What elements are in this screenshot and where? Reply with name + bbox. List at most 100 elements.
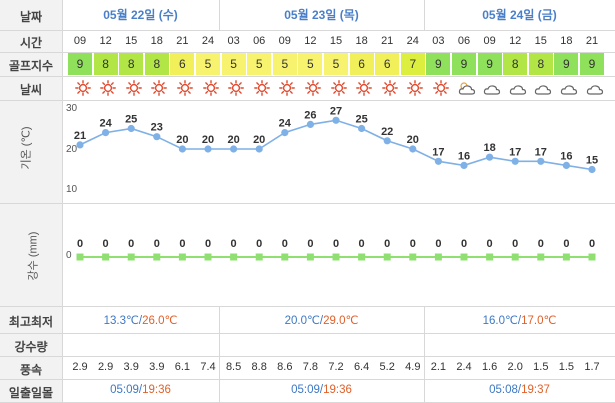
wind-speed-cell: 3.9 [123,361,139,373]
golf-index-cell: 8 [93,53,118,75]
hour-cell: 06 [253,35,266,47]
sunset-time: 19:36 [323,384,352,396]
temperature-point [178,145,186,153]
low-temp: 16.0℃ [482,315,518,327]
row-label-weather: 날씨 [19,83,43,97]
precipitation-point [562,253,570,261]
high-temp: 17.0℃ [521,315,557,327]
precipitation-point [178,253,186,261]
wind-speed-cell: 2.1 [430,361,447,373]
temperature-point [486,153,494,161]
temperature-point [204,145,212,153]
separator: / [138,315,143,327]
temperature-data-label: 20 [227,134,239,146]
golf-index-cell: 5 [196,53,220,75]
divider [219,306,220,403]
temperature-point [383,137,391,145]
hour-cell: 03 [432,35,445,47]
temperature-data-label: 22 [381,126,393,138]
sun-icon [172,78,197,98]
sun-times-day-1: 05:09/19:36 [62,384,219,396]
high-temp: 26.0℃ [142,315,178,327]
row-label-wind-speed: 풍속 [19,363,43,377]
temperature-data-label: 25 [355,114,367,126]
precipitation-point [255,253,263,261]
divider [0,379,615,380]
temperature-point [409,145,417,153]
low-temp: 20.0℃ [284,315,320,327]
cloudy-icon [582,78,607,98]
wind-speed-cell: 2.4 [456,361,472,373]
day-header: 05월 22일 (수) [103,8,178,22]
divider [219,0,220,31]
separator: / [319,384,324,396]
high-low-day-2: 20.0℃/29.0℃ [219,313,424,327]
temperature-data-label: 20 [253,134,265,146]
row-label-date: 날짜 [19,10,43,24]
precipitation-data-label: 0 [563,238,569,250]
wind-speed-cell: 2.0 [507,361,523,373]
wind-speed-cell: 7.8 [302,361,319,373]
wind-speed-cell: 1.7 [584,361,600,373]
divider [0,100,615,101]
precipitation-data-label: 0 [589,238,595,250]
hour-cell: 03 [227,35,240,47]
sun-icon [96,78,121,98]
temp-ytick: 20 [66,144,78,155]
temperature-point [588,165,596,174]
hour-cell: 09 [483,35,496,47]
sun-icon [147,78,172,98]
precipitation-point [486,253,494,261]
precipitation-data-label: 0 [461,238,467,250]
wind-speed-cell: 6.4 [353,361,370,373]
precipitation-point [281,253,289,261]
divider [0,356,615,357]
cloudy-icon [531,78,556,98]
wind-speed-cell: 2.9 [72,361,88,373]
golf-index-cell: 7 [400,53,425,75]
sun-times-day-2: 05:09/19:36 [219,384,424,396]
temperature-data-label: 17 [535,146,547,158]
precipitation-data-label: 0 [77,238,83,250]
temperature-data-label: 17 [432,146,444,158]
sun-icon [121,78,146,98]
golf-index-cell: 9 [426,53,451,75]
temperature-data-label: 20 [176,134,188,146]
wind-speed-cell: 1.5 [533,361,549,373]
precip-ytick: 0 [66,250,72,261]
wind-speed-cell: 2.9 [97,361,114,373]
temperature-point [281,129,289,137]
precipitation-data-label: 0 [179,238,185,250]
golf-index-cell: 8 [503,53,528,75]
golf-index-cell: 8 [528,53,553,75]
temperature-point [153,133,161,141]
hour-cell: 21 [585,35,599,47]
precipitation-point [511,253,519,261]
temperature-point [102,129,110,137]
temperature-data-label: 24 [279,118,292,130]
row-label-rainfall: 강수량 [14,340,48,354]
wind-speed-cell: 7.4 [200,361,216,373]
hour-cell: 06 [457,35,471,47]
temperature-axis-title: 기온 (℃) [20,126,33,170]
precipitation-data-label: 0 [435,238,441,250]
sun-icon [326,78,351,98]
precipitation-data-label: 0 [538,238,544,250]
precipitation-data-label: 0 [103,238,109,250]
precipitation-data-label: 0 [256,238,262,250]
precipitation-data-label: 0 [205,238,211,250]
hour-cell: 09 [73,35,87,47]
separator: / [517,315,522,327]
sun-icon [249,78,274,98]
hour-cell: 21 [381,35,394,47]
precipitation-data-label: 0 [487,238,493,250]
golf-index-cell: 9 [554,53,579,75]
golf-index-cell: 8 [119,53,144,75]
temperature-point [511,157,519,165]
wind-speed-cell: 6.1 [174,361,191,373]
cloudy-icon [556,78,581,98]
golf-index-cell: 6 [170,53,195,75]
precipitation-point [306,253,314,261]
temperature-data-label: 25 [125,114,137,126]
temperature-data-label: 16 [560,150,572,162]
